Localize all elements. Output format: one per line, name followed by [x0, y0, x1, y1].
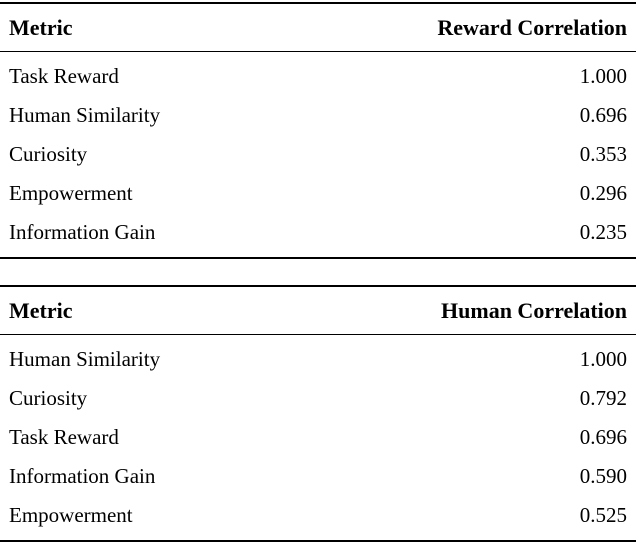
- metric-cell: Task Reward: [9, 425, 119, 449]
- table-row: Empowerment 0.296: [0, 174, 636, 213]
- column-header-metric: Metric: [9, 297, 73, 323]
- value-cell: 0.525: [579, 503, 627, 527]
- table-header-row: Metric Human Correlation: [0, 286, 636, 335]
- value-cell: 0.696: [579, 425, 627, 449]
- table-header-row: Metric Reward Correlation: [0, 3, 636, 52]
- table-row: Human Similarity 1.000: [0, 335, 636, 380]
- metric-cell: Empowerment: [9, 181, 133, 205]
- column-header-reward-correlation: Reward Correlation: [437, 14, 627, 40]
- metric-cell: Task Reward: [9, 64, 119, 88]
- metric-cell: Information Gain: [9, 220, 156, 244]
- value-cell: 1.000: [579, 347, 627, 371]
- column-header-metric: Metric: [9, 14, 73, 40]
- table-row: Empowerment 0.525: [0, 496, 636, 541]
- human-correlation-table: Metric Human Correlation Human Similarit…: [0, 285, 636, 542]
- table-row: Task Reward 1.000: [0, 52, 636, 97]
- metric-cell: Information Gain: [9, 464, 156, 488]
- value-cell: 0.296: [579, 181, 627, 205]
- value-cell: 0.696: [579, 103, 627, 127]
- table-row: Task Reward 0.696: [0, 418, 636, 457]
- reward-correlation-table: Metric Reward Correlation Task Reward 1.…: [0, 2, 636, 259]
- table-row: Curiosity 0.353: [0, 135, 636, 174]
- column-header-human-correlation: Human Correlation: [441, 297, 627, 323]
- value-cell: 1.000: [579, 64, 627, 88]
- table-row: Curiosity 0.792: [0, 379, 636, 418]
- table-row: Information Gain 0.590: [0, 457, 636, 496]
- value-cell: 0.792: [579, 386, 627, 410]
- metric-cell: Empowerment: [9, 503, 133, 527]
- table-row: Information Gain 0.235: [0, 213, 636, 258]
- metric-cell: Human Similarity: [9, 103, 161, 127]
- value-cell: 0.235: [579, 220, 627, 244]
- value-cell: 0.353: [579, 142, 627, 166]
- value-cell: 0.590: [579, 464, 627, 488]
- metric-cell: Curiosity: [9, 386, 88, 410]
- table-row: Human Similarity 0.696: [0, 96, 636, 135]
- metric-cell: Human Similarity: [9, 347, 161, 371]
- metric-cell: Curiosity: [9, 142, 88, 166]
